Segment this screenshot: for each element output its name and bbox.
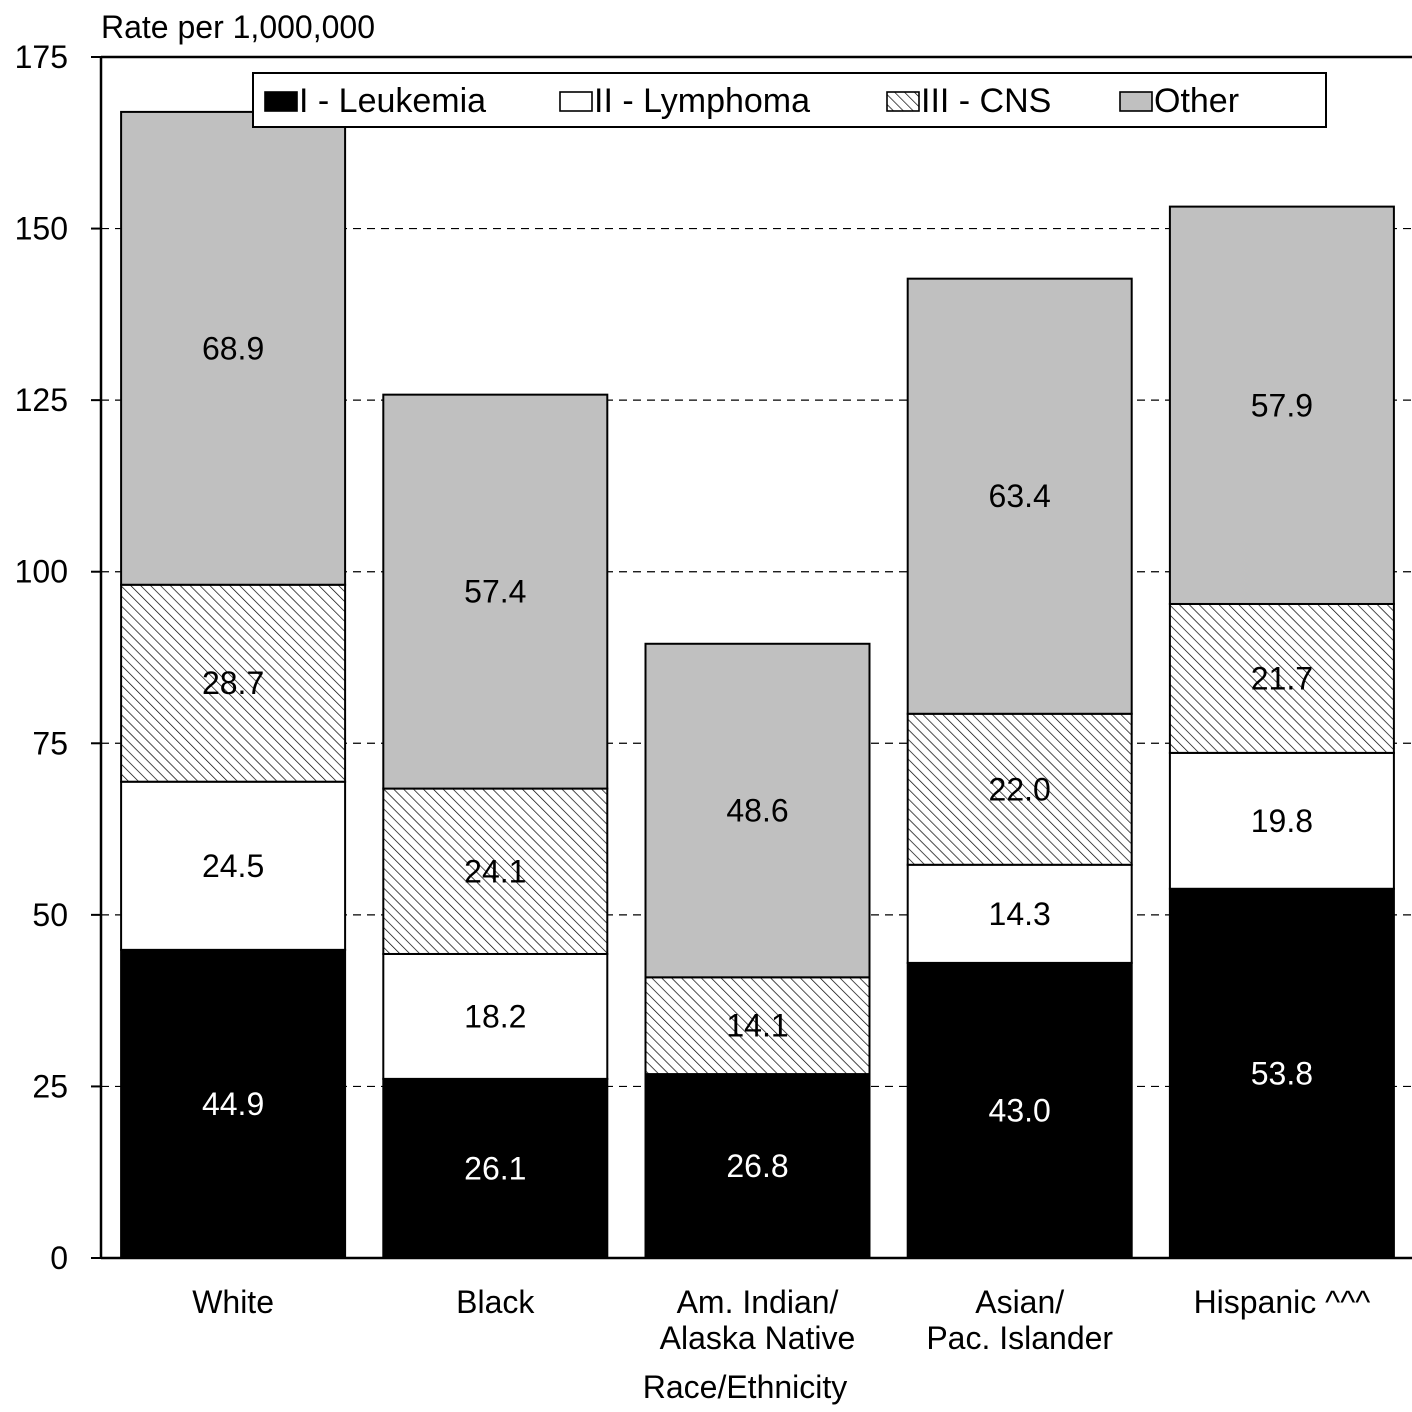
data-label: 26.1 [464,1150,526,1186]
y-tick-label: 25 [32,1068,68,1104]
y-tick-label: 0 [50,1240,68,1276]
data-label: 21.7 [1251,660,1313,696]
data-label: 19.8 [1251,803,1313,839]
data-label: 14.3 [989,896,1051,932]
bar-segment [382,1077,609,1259]
x-tick-label: White [192,1284,274,1320]
bar-segment [906,961,1133,1259]
data-label: 28.7 [202,665,264,701]
bar-segment [382,393,609,790]
x-axis-title: Race/Ethnicity [643,1369,848,1405]
bar-segment [1168,205,1395,605]
legend-swatch [559,91,593,112]
data-label: 18.2 [464,998,526,1034]
bar-segment [120,110,347,586]
y-tick-label: 50 [32,897,68,933]
data-label: 22.0 [989,771,1051,807]
bar-segment [906,863,1133,964]
data-label: 24.1 [464,853,526,889]
y-axis-ticks: 0 25 50 75 100 125 150 175 [15,39,101,1276]
legend-label: III - CNS [921,82,1051,120]
data-label: 53.8 [1251,1055,1313,1091]
y-tick-label: 150 [15,211,68,247]
x-tick-label: Hispanic ^^^ [1194,1284,1371,1320]
data-label: 14.1 [726,1008,788,1044]
data-label: 48.6 [726,793,788,829]
y-tick-label: 75 [32,725,68,761]
data-label: 57.4 [464,574,526,610]
y-axis-title: Rate per 1,000,000 [101,9,375,45]
bar-segment [1168,602,1395,754]
data-label: 43.0 [989,1092,1051,1128]
data-label: 44.9 [202,1086,264,1122]
y-tick-label: 175 [15,39,68,75]
bar-segment [1168,887,1395,1259]
legend-swatch [886,91,920,112]
data-label: 57.9 [1251,387,1313,423]
legend-label: II - Lymphoma [594,82,810,120]
x-axis-labels: White Black Am. Indian/Alaska Native Asian/… [192,1284,1370,1356]
x-tick-label: Am. Indian/ [677,1284,839,1320]
data-label: 24.5 [202,848,264,884]
legend-swatch [1119,91,1153,112]
data-label: 26.8 [726,1148,788,1184]
x-tick-label: Asian/ [975,1284,1064,1320]
bar-segment [120,583,347,783]
bar-segment [644,642,871,979]
data-label: 63.4 [989,478,1051,514]
y-tick-label: 125 [15,382,68,418]
x-tick-label: Alaska Native [660,1320,856,1356]
y-tick-label: 100 [15,554,68,590]
x-tick-label: Pac. Islander [926,1320,1113,1356]
bar-segment [1168,751,1395,890]
bar-segment [382,952,609,1080]
bar-segment [906,277,1133,715]
legend-label: Other [1154,82,1239,120]
legend: I - Leukemia II - Lymphoma III - CNS Other [252,72,1327,128]
data-label: 68.9 [202,330,264,366]
bar-segment [906,712,1133,866]
bar-segment [382,787,609,955]
legend-swatch [264,91,298,112]
plot-frame [99,55,1412,1260]
x-tick-label: Black [456,1284,535,1320]
legend-label: I - Leukemia [299,82,486,120]
bar-segment [120,948,347,1259]
bars: 44.9 24.5 28.7 68.9 26.1 18.2 24.1 57.4 26.8 14.1… [120,110,1395,1260]
bar-segment [644,1073,871,1260]
